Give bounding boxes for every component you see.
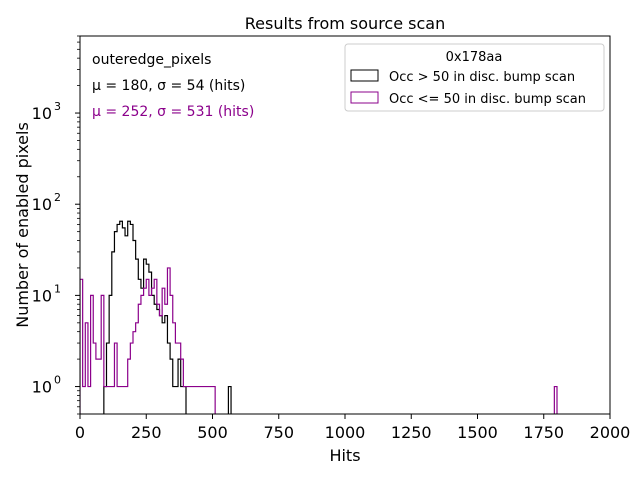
series-line-0 xyxy=(103,220,232,414)
annotation-stats-black: μ = 180, σ = 54 (hits) xyxy=(92,78,245,94)
x-tick-label: 250 xyxy=(131,423,162,442)
x-tick-label: 1500 xyxy=(457,423,498,442)
annotation-stats-purple: μ = 252, σ = 531 (hits) xyxy=(92,104,254,120)
y-tick-exponent: 2 xyxy=(54,191,61,204)
y-tick-label: 10 xyxy=(32,378,52,397)
x-tick-label: 1000 xyxy=(325,423,366,442)
y-tick-exponent: 0 xyxy=(54,374,61,387)
legend-label-occ-gt-50: Occ > 50 in disc. bump scan xyxy=(389,70,575,85)
annotations: outeredge_pixels μ = 180, σ = 54 (hits) … xyxy=(92,52,254,120)
x-tick-label: 1750 xyxy=(523,423,564,442)
legend-swatch-occ-le-50 xyxy=(350,91,379,104)
annotation-name: outeredge_pixels xyxy=(92,52,211,68)
legend: 0x178aa Occ > 50 in disc. bump scan Occ … xyxy=(344,43,605,112)
x-tick-label: 1250 xyxy=(391,423,432,442)
y-axis-label: Number of enabled pixels xyxy=(13,122,32,328)
x-tick-label: 0 xyxy=(75,423,85,442)
x-tick-label: 2000 xyxy=(590,423,631,442)
x-axis-label: Hits xyxy=(329,446,360,465)
y-tick-exponent: 3 xyxy=(54,100,61,113)
series-line-1 xyxy=(80,267,558,414)
legend-box xyxy=(344,43,605,112)
y-tick-label: 10 xyxy=(32,104,52,123)
x-axis: 0 250 500 750 1000 1250 1500 1750 2000 xyxy=(75,414,630,442)
legend-title: 0x178aa xyxy=(446,50,503,65)
y-tick-label: 10 xyxy=(32,195,52,214)
chart-title: Results from source scan xyxy=(245,14,445,33)
series-layer xyxy=(80,220,558,414)
x-tick-label: 500 xyxy=(197,423,228,442)
y-tick-exponent: 1 xyxy=(54,282,61,295)
legend-label-occ-le-50: Occ <= 50 in disc. bump scan xyxy=(389,92,586,107)
x-tick-label: 750 xyxy=(263,423,294,442)
legend-swatch-occ-gt-50 xyxy=(350,69,379,82)
y-tick-label: 10 xyxy=(32,286,52,305)
